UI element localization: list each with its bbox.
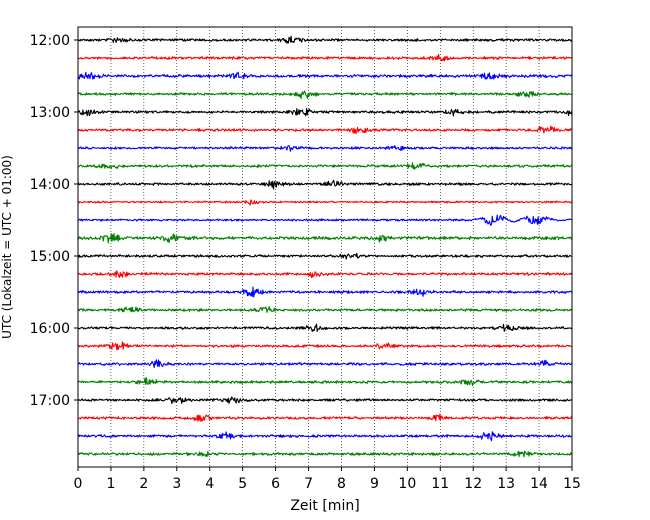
trace-line bbox=[77, 396, 573, 405]
trace-line bbox=[77, 179, 573, 190]
x-tick-label: 6 bbox=[271, 476, 280, 492]
trace-line bbox=[77, 35, 573, 44]
x-tick-label: 14 bbox=[530, 476, 548, 492]
trace-line bbox=[77, 233, 573, 244]
x-tick-label: 1 bbox=[106, 476, 115, 492]
x-tick-label: 15 bbox=[563, 476, 581, 492]
trace-line bbox=[77, 306, 573, 313]
y-tick-label: 16:00 bbox=[30, 321, 70, 337]
trace-line bbox=[77, 323, 573, 332]
trace-line bbox=[77, 71, 573, 80]
trace-line bbox=[78, 450, 573, 458]
x-tick-label: 10 bbox=[398, 476, 416, 492]
x-tick-label: 13 bbox=[497, 476, 515, 492]
x-tick-label: 5 bbox=[238, 476, 247, 492]
x-tick-label: 4 bbox=[205, 476, 214, 492]
trace-line bbox=[77, 359, 573, 369]
x-tick-label: 9 bbox=[370, 476, 379, 492]
trace-group bbox=[77, 35, 573, 458]
x-tick-label: 8 bbox=[337, 476, 346, 492]
trace-line bbox=[77, 286, 572, 298]
y-tick-label: 14:00 bbox=[30, 177, 70, 193]
x-axis: 0 1 2 3 4 5 6 7 8 9 10 11 12 13 14 15 bbox=[74, 467, 581, 492]
trace-line bbox=[77, 252, 572, 260]
y-axis-label: UTC (Lokalzeit = UTC + 01:00) bbox=[0, 155, 14, 339]
trace-line bbox=[77, 377, 573, 387]
y-tick-label: 13:00 bbox=[30, 105, 70, 121]
y-axis: 12:00 13:00 14:00 15:00 16:00 17:00 bbox=[30, 33, 78, 409]
plot-frame bbox=[77, 26, 573, 468]
trace-line bbox=[77, 90, 573, 100]
y-tick-label: 17:00 bbox=[30, 393, 70, 409]
x-tick-label: 11 bbox=[431, 476, 449, 492]
y-tick-label: 12:00 bbox=[30, 33, 70, 49]
trace-line bbox=[77, 341, 572, 351]
trace-line bbox=[77, 214, 573, 226]
trace-line bbox=[77, 270, 573, 279]
trace-line bbox=[77, 53, 573, 62]
trace-line bbox=[77, 107, 573, 117]
x-tick-label: 2 bbox=[139, 476, 148, 492]
x-tick-label: 7 bbox=[304, 476, 313, 492]
x-tick-label: 3 bbox=[172, 476, 181, 492]
y-tick-label: 15:00 bbox=[30, 249, 70, 265]
trace-line bbox=[77, 125, 572, 135]
grid-lines bbox=[110, 27, 540, 467]
trace-line bbox=[77, 199, 573, 206]
x-tick-label: 0 bbox=[74, 476, 83, 492]
x-tick-label: 12 bbox=[464, 476, 482, 492]
trace-line bbox=[77, 431, 573, 442]
trace-line bbox=[77, 145, 573, 152]
x-axis-label: Zeit [min] bbox=[290, 498, 359, 514]
trace-line bbox=[77, 162, 573, 170]
trace-line bbox=[77, 413, 573, 422]
